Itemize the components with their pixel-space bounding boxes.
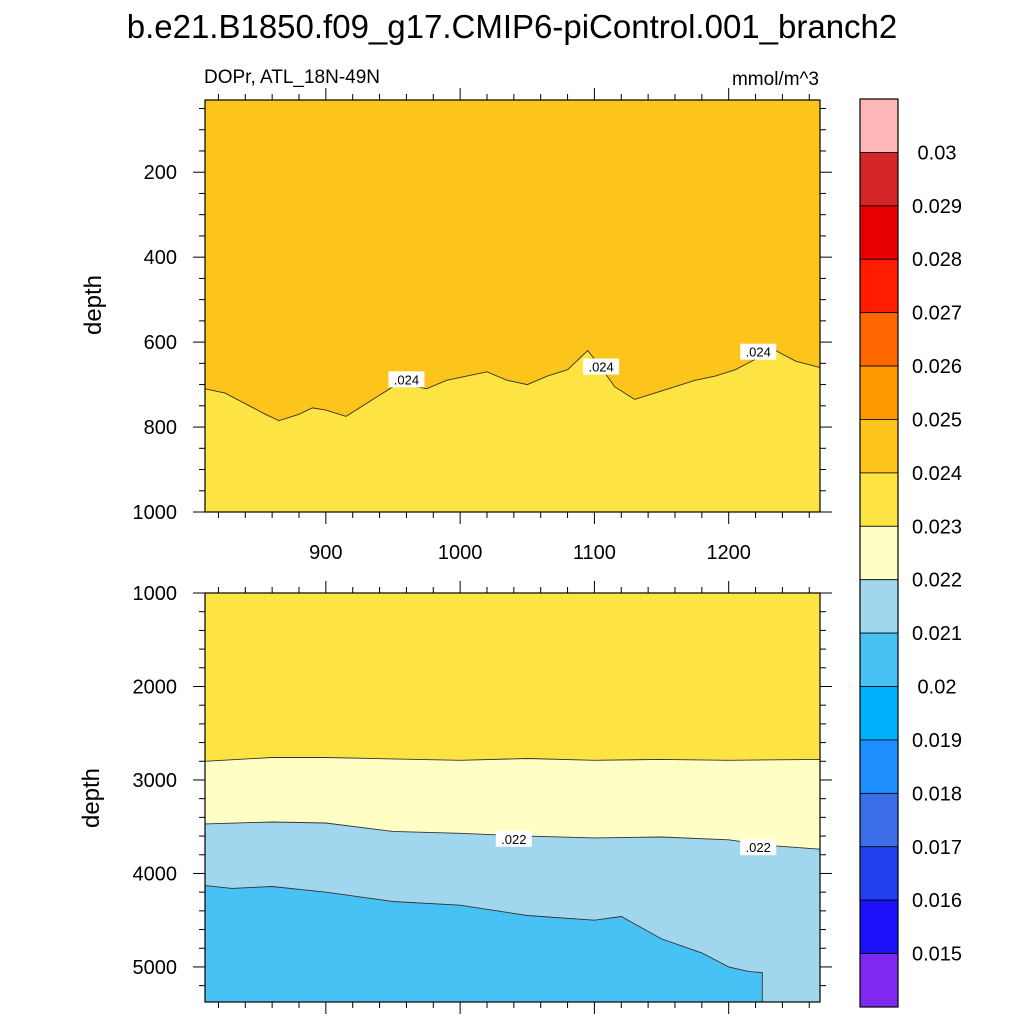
colorbar-label: 0.027 bbox=[912, 303, 962, 325]
x-tick-label: 1200 bbox=[706, 542, 751, 564]
upper-contour-panel: .024 .024 .024 900 1000 1100 1200 200 400 600 800 1… bbox=[80, 88, 832, 564]
colorbar-swatch bbox=[859, 953, 899, 1008]
contour-label-text: .024 bbox=[588, 360, 613, 375]
plot-frame bbox=[204, 592, 821, 1003]
colorbar-swatch bbox=[859, 792, 899, 848]
colorbar-label: 0.019 bbox=[912, 730, 962, 752]
contour-label-text: .022 bbox=[501, 832, 526, 847]
contour-label-text: .024 bbox=[746, 345, 771, 360]
contour-label: .024 bbox=[740, 343, 777, 360]
colorbar-swatch bbox=[859, 258, 899, 314]
colorbar-label: 0.025 bbox=[912, 409, 962, 431]
y-tick-label: 3000 bbox=[133, 770, 178, 792]
colorbar-swatch bbox=[859, 846, 899, 901]
colorbar-swatch bbox=[859, 899, 899, 954]
colorbar-swatch bbox=[859, 632, 899, 687]
colorbar-label: 0.029 bbox=[912, 196, 962, 218]
figure-title: b.e21.B1850.f09_g17.CMIP6-piControl.001_… bbox=[127, 8, 898, 45]
contour-line-0.024 bbox=[204, 349, 821, 422]
colorbar-swatch bbox=[859, 98, 899, 153]
x-tick-label: 1000 bbox=[438, 542, 483, 564]
colorbar-label: 0.024 bbox=[912, 463, 962, 485]
colorbar-label: 0.028 bbox=[912, 249, 962, 271]
contour-label: .022 bbox=[495, 830, 532, 847]
colorbar-swatch bbox=[859, 419, 899, 474]
contour-label-text: .022 bbox=[746, 840, 771, 855]
colorbar-swatch bbox=[859, 312, 899, 367]
colorbar-swatch bbox=[859, 472, 899, 527]
colorbar-label: 0.021 bbox=[912, 623, 962, 645]
colorbar-swatch bbox=[859, 686, 899, 741]
y-tick-label: 4000 bbox=[133, 863, 178, 885]
colorbar-swatch bbox=[859, 525, 899, 581]
plot-frame bbox=[204, 99, 821, 513]
y-tick-label: 5000 bbox=[133, 957, 178, 979]
colorbar-label: 0.023 bbox=[912, 516, 962, 538]
colorbar-label: 0.017 bbox=[912, 837, 962, 859]
colorbar-swatch bbox=[859, 579, 899, 634]
region-0.020-0.021 bbox=[205, 885, 763, 1002]
colorbar: 0.03 0.029 0.028 0.027 0.026 0.025 0.024 0.023 0… bbox=[859, 98, 962, 1008]
contour-label: .024 bbox=[583, 358, 620, 375]
y-tick-label: 1000 bbox=[133, 583, 178, 605]
y-tick-label: 2000 bbox=[133, 676, 178, 698]
colorbar-label: 0.016 bbox=[912, 890, 962, 912]
colorbar-swatch bbox=[859, 365, 899, 420]
y-axis-label: depth bbox=[78, 768, 105, 828]
units-label: mmol/m^3 bbox=[732, 69, 819, 90]
contour-label-text: .024 bbox=[394, 372, 419, 387]
x-tick-label: 900 bbox=[309, 542, 342, 564]
colorbar-label: 0.015 bbox=[912, 944, 962, 966]
y-tick-label: 800 bbox=[144, 417, 177, 439]
colorbar-label: 0.018 bbox=[912, 783, 962, 805]
colorbar-swatch bbox=[859, 152, 899, 207]
region-0.023-0.024 bbox=[205, 350, 820, 512]
panel-subtitle-left: DOPr, ATL_18N-49N bbox=[204, 67, 380, 88]
colorbar-label: 0.02 bbox=[918, 677, 957, 699]
y-axis-label: depth bbox=[80, 275, 107, 335]
contour-line-0.021 bbox=[204, 885, 763, 1003]
y-tick-label: 400 bbox=[144, 247, 177, 269]
lower-contour-panel: .022 .022 1000 2000 3000 4000 5000 depth bbox=[78, 581, 832, 1014]
colorbar-swatch bbox=[859, 205, 899, 260]
contour-label: .022 bbox=[740, 839, 777, 856]
colorbar-label: 0.03 bbox=[918, 142, 957, 164]
contour-line-0.023 bbox=[204, 757, 821, 762]
x-tick-label: 1100 bbox=[573, 542, 616, 564]
y-tick-label: 1000 bbox=[133, 502, 178, 524]
colorbar-label: 0.026 bbox=[912, 356, 962, 378]
y-tick-label: 600 bbox=[144, 332, 177, 354]
contour-label: .024 bbox=[388, 371, 425, 388]
y-tick-label: 200 bbox=[144, 162, 177, 184]
colorbar-label: 0.022 bbox=[912, 570, 962, 592]
colorbar-swatch bbox=[859, 739, 899, 794]
